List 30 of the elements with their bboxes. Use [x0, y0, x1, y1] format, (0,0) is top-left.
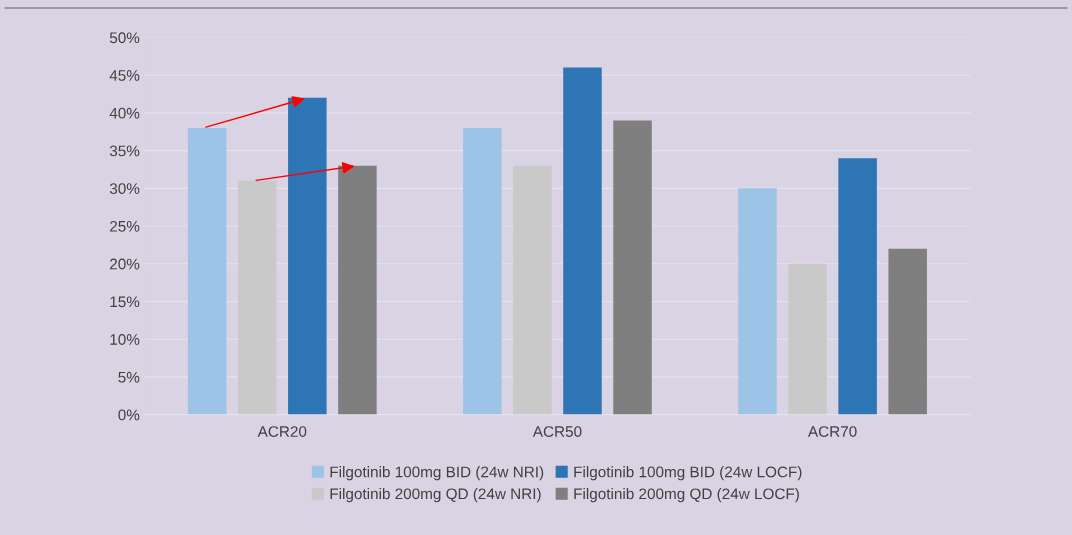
- bar: [738, 188, 777, 415]
- bar: [237, 180, 277, 415]
- bar: [463, 127, 502, 415]
- y-tick-label: 50%: [109, 32, 140, 44]
- y-tick-label: 45%: [109, 70, 140, 81]
- y-tick-label: 0%: [118, 409, 140, 421]
- y-tick-label: 30%: [109, 183, 140, 195]
- y-tick-label: 5%: [118, 371, 140, 383]
- legend-label: Filgotinib 200mg QD (24w NRI): [330, 487, 541, 503]
- y-tick-label: 25%: [110, 220, 140, 232]
- bar: [838, 158, 877, 415]
- x-tick-label: ACR70: [807, 426, 857, 437]
- y-tick-label: 10%: [110, 334, 140, 345]
- legend-label: Filgotinib 100mg BID (24w NRI): [330, 466, 544, 481]
- y-tick-label: 20%: [110, 258, 140, 270]
- bar: [513, 165, 552, 415]
- bar: [563, 67, 602, 415]
- bar: [288, 97, 327, 415]
- x-tick-label: ACR20: [257, 426, 307, 437]
- legend-label: Filgotinib 100mg BID (24w LOCF): [574, 466, 802, 481]
- bar: [788, 263, 827, 415]
- bar: [187, 127, 227, 415]
- y-tick-label: 35%: [109, 145, 140, 157]
- y-tick-label: 40%: [109, 107, 140, 119]
- bar: [613, 120, 652, 415]
- y-tick-label: 15%: [110, 296, 140, 308]
- bar: [888, 248, 927, 415]
- x-tick-label: ACR50: [532, 426, 582, 437]
- bar: [338, 165, 377, 415]
- legend-label: Filgotinib 200mg QD (24w LOCF): [574, 487, 799, 503]
